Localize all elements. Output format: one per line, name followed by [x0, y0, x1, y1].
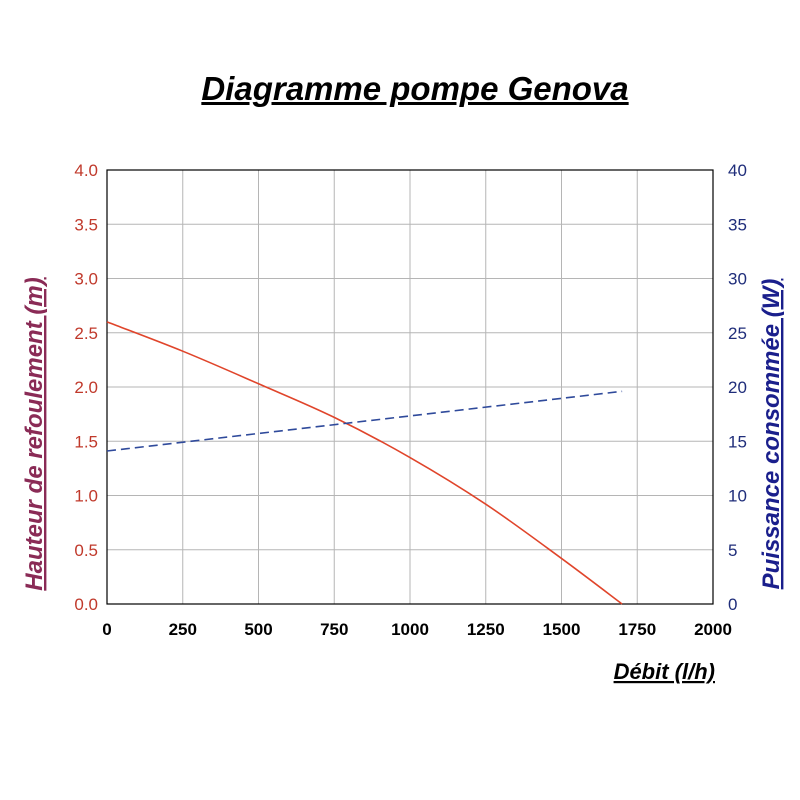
y-axis-label-left: Hauteur de refoulement (m) [21, 277, 48, 590]
grid [106, 169, 714, 605]
y-tick-label-right: 40 [728, 161, 747, 180]
y-tick-label-right: 30 [728, 270, 747, 289]
y-tick-label-right: 15 [728, 432, 747, 451]
y-tick-label-left: 4.0 [74, 161, 98, 180]
plot-area-border [106, 169, 714, 605]
y-tick-label-left: 1.0 [74, 487, 98, 506]
x-tick-label: 1750 [618, 620, 656, 639]
x-tick-label: 1000 [391, 620, 429, 639]
y-tick-label-right: 20 [728, 378, 747, 397]
series-layer [106, 321, 623, 605]
y-tick-label-right: 0 [728, 595, 737, 614]
y-tick-label-left: 0.5 [74, 541, 98, 560]
x-tick-label: 2000 [694, 620, 732, 639]
x-tick-label: 1250 [467, 620, 505, 639]
y-tick-label-left: 2.0 [74, 378, 98, 397]
y-tick-label-left: 3.5 [74, 215, 98, 234]
y-axis-label-right: Puissance consommée (W) [758, 279, 785, 590]
y-tick-label-left: 3.0 [74, 270, 98, 289]
x-tick-label: 1500 [543, 620, 581, 639]
x-axis-label: Débit (l/h) [614, 659, 715, 684]
y-tick-label-left: 1.5 [74, 432, 98, 451]
tick-labels: 0.0 0.5 1.0 1.5 2.0 2.5 3.0 3.5 4.0 0 5 10 15 20 25 30 3… [74, 161, 747, 639]
plot-frame [106, 169, 714, 605]
y-tick-label-right: 35 [728, 215, 747, 234]
y-tick-label-left: 2.5 [74, 324, 98, 343]
series-line-power [106, 390, 623, 452]
y-tick-label-right: 25 [728, 324, 747, 343]
x-tick-label: 750 [320, 620, 348, 639]
y-tick-label-right: 5 [728, 541, 737, 560]
y-tick-label-left: 0.0 [74, 595, 98, 614]
series-line-head [106, 321, 623, 605]
y-tick-label-right: 10 [728, 487, 747, 506]
x-tick-label: 0 [102, 620, 111, 639]
x-tick-label: 250 [169, 620, 197, 639]
x-tick-label: 500 [244, 620, 272, 639]
chart-title: Diagramme pompe Genova [201, 70, 629, 107]
